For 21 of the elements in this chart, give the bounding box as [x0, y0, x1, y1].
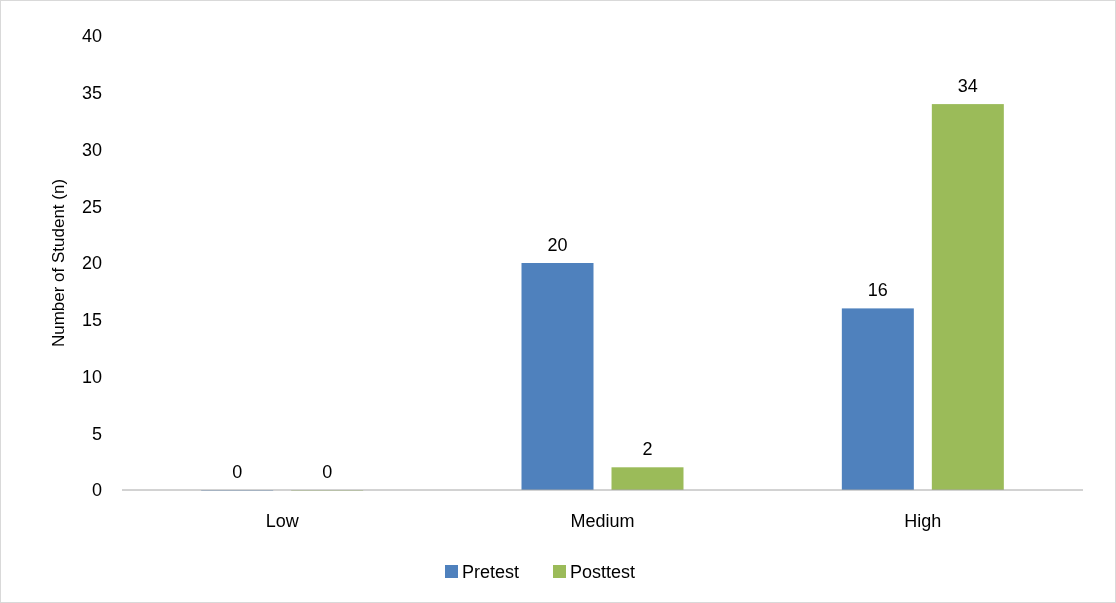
y-tick-label: 35: [81, 83, 102, 104]
y-tick-label: 0: [91, 480, 102, 501]
x-tick-label: High: [904, 511, 942, 531]
y-tick-label: 15: [81, 310, 102, 331]
legend-label: Posttest: [570, 562, 636, 583]
x-tick-label: Low: [265, 511, 300, 531]
y-tick-label: 5: [91, 423, 102, 444]
data-label: 34: [957, 76, 978, 97]
data-label: 0: [232, 462, 243, 482]
legend-label: Pretest: [462, 562, 520, 583]
y-axis-title: Number of Student (n): [49, 178, 68, 348]
y-tick-label: 40: [81, 26, 102, 47]
x-tick-label: Medium: [570, 511, 635, 531]
y-tick-label: 10: [81, 366, 102, 387]
data-label: 20: [547, 235, 568, 255]
data-label: 0: [322, 462, 333, 482]
data-label: 16: [867, 280, 888, 301]
data-label: 2: [642, 439, 653, 460]
y-tick-label: 25: [81, 196, 102, 217]
y-tick-label: 20: [81, 253, 102, 274]
y-tick-label: 30: [81, 139, 102, 160]
